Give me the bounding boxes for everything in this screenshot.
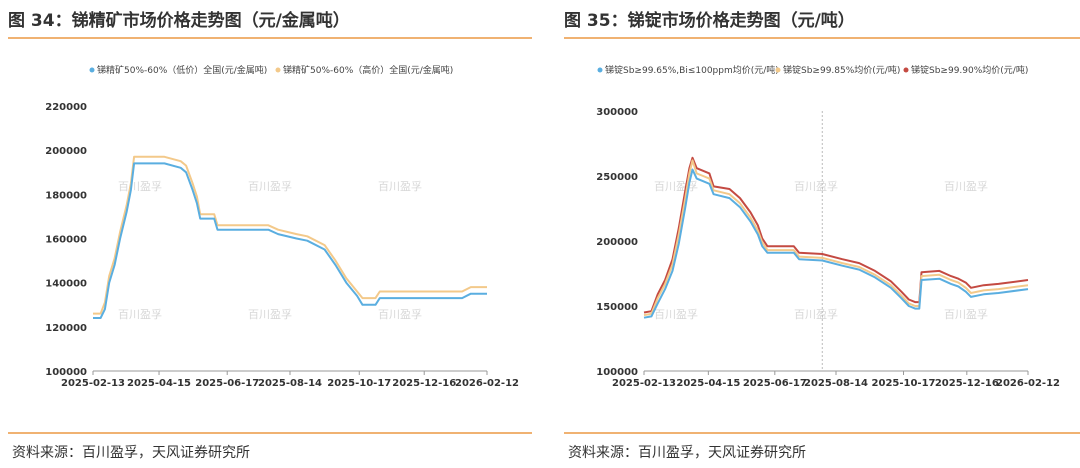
legend-marker xyxy=(903,67,909,73)
series-line xyxy=(93,155,487,315)
x-tick-label: 2025-10-17 xyxy=(327,378,391,389)
x-tick-label: 2025-08-14 xyxy=(804,378,868,389)
x-tick-label: 2025-06-17 xyxy=(195,378,259,389)
watermark: 百川盈孚 xyxy=(248,180,292,193)
watermark: 百川盈孚 xyxy=(248,308,292,321)
legend-marker xyxy=(275,67,281,73)
y-tick-label: 100000 xyxy=(45,367,87,378)
watermark: 百川盈孚 xyxy=(794,180,838,193)
source-rule xyxy=(564,432,1080,434)
chart-title: 图 34：锑精矿市场价格走势图（元/金属吨） xyxy=(8,11,350,31)
x-tick-label: 2025-04-15 xyxy=(676,378,740,389)
watermark: 百川盈孚 xyxy=(944,308,988,321)
series-line xyxy=(93,162,487,319)
legend-marker xyxy=(775,67,781,73)
title-rule xyxy=(564,37,1080,39)
watermark: 百川盈孚 xyxy=(654,308,698,321)
legend-label: 锑锭Sb≥99.65%,Bi≤100ppm均价(元/吨) xyxy=(605,64,779,76)
legend-marker xyxy=(89,67,95,73)
antimony-ingot-price-chart: 百川盈孚百川盈孚百川盈孚百川盈孚百川盈孚百川盈孚1000001500002000… xyxy=(596,64,1060,389)
y-tick-label: 250000 xyxy=(596,172,638,183)
y-tick-label: 200000 xyxy=(596,237,638,248)
chart-title: 图 35：锑锭市场价格走势图（元/吨） xyxy=(564,11,855,31)
chart-panel-left: 图 34：锑精矿市场价格走势图（元/金属吨） 百川盈孚 百川盈孚 百川盈孚 百川盈孚百… xyxy=(8,11,532,461)
y-tick-label: 300000 xyxy=(596,107,638,118)
y-tick-label: 150000 xyxy=(596,302,638,313)
series-line xyxy=(643,156,1029,314)
legend-label: 锑精矿50%-60%（低价）全国(元/金属吨) xyxy=(97,64,267,76)
source-rule xyxy=(8,432,532,434)
y-tick-label: 140000 xyxy=(45,279,87,290)
legend-label: 锑锭Sb≥99.85%均价(元/吨) xyxy=(783,64,900,76)
chart-panel-right: 图 35：锑锭市场价格走势图（元/吨） 百川盈孚 百川盈孚 百川盈孚 百川盈孚 百川盈孚… xyxy=(556,0,1080,468)
x-tick-label: 2025-02-13 xyxy=(612,378,676,389)
y-tick-label: 220000 xyxy=(45,102,87,113)
x-tick-label: 2025-02-13 xyxy=(61,378,125,389)
series-line xyxy=(643,159,1029,317)
legend-marker xyxy=(597,67,603,73)
x-tick-label: 2025-10-17 xyxy=(872,378,936,389)
x-tick-label: 2025-08-14 xyxy=(258,378,322,389)
series-line xyxy=(643,168,1029,319)
x-tick-label: 2025-04-15 xyxy=(127,378,191,389)
y-tick-label: 120000 xyxy=(45,323,87,334)
x-tick-label: 2026-02-12 xyxy=(996,378,1060,389)
source-note: 资料来源：百川盈孚，天风证券研究所 xyxy=(568,445,806,461)
y-tick-label: 180000 xyxy=(45,190,87,201)
title-rule xyxy=(8,37,532,39)
watermark: 百川盈孚 xyxy=(654,180,698,193)
y-tick-label: 100000 xyxy=(596,367,638,378)
watermark: 百川盈孚 xyxy=(118,180,162,193)
x-tick-label: 2026-02-12 xyxy=(455,378,519,389)
x-tick-label: 2025-12-16 xyxy=(935,378,999,389)
legend-label: 锑精矿50%-60%（高价）全国(元/金属吨) xyxy=(283,64,453,76)
watermark: 百川盈孚 xyxy=(378,180,422,193)
x-tick-label: 2025-06-17 xyxy=(743,378,807,389)
legend-label: 锑锭Sb≥99.90%均价(元/吨) xyxy=(911,64,1028,76)
source-note: 资料来源：百川盈孚，天风证券研究所 xyxy=(12,445,250,461)
watermark: 百川盈孚 xyxy=(794,308,838,321)
antimony-concentrate-price-chart: 百川盈孚百川盈孚百川盈孚百川盈孚百川盈孚百川盈孚1000001200001400… xyxy=(45,64,519,389)
x-tick-label: 2025-12-16 xyxy=(392,378,456,389)
y-tick-label: 160000 xyxy=(45,235,87,246)
watermark: 百川盈孚 xyxy=(944,180,988,193)
watermark: 百川盈孚 xyxy=(118,308,162,321)
y-tick-label: 200000 xyxy=(45,146,87,157)
watermark: 百川盈孚 xyxy=(378,308,422,321)
